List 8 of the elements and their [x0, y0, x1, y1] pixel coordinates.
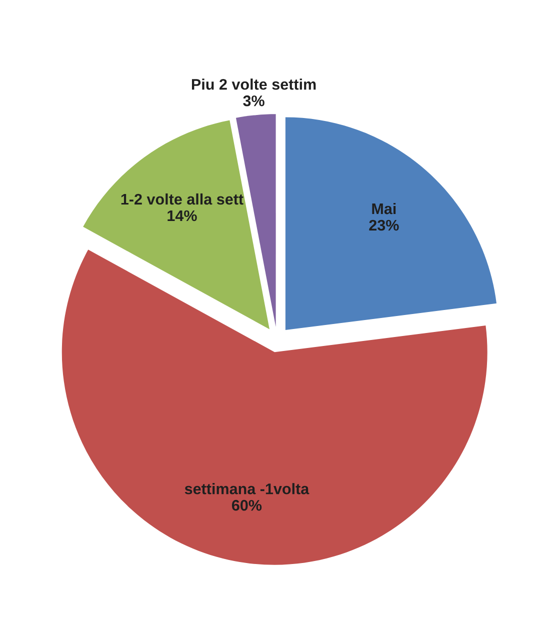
- data-label: 23%: [369, 220, 399, 231]
- slice-label: Mai: [372, 202, 396, 214]
- data-label: 14%: [168, 210, 197, 222]
- slice-label: settimana -1volta: [184, 483, 310, 494]
- data-label: 3%: [243, 95, 264, 106]
- data-label: 60%: [232, 500, 262, 511]
- slice-label: 1-2 volte alla sett: [121, 193, 244, 205]
- slice-label: Piu 2 volte settim: [192, 78, 316, 90]
